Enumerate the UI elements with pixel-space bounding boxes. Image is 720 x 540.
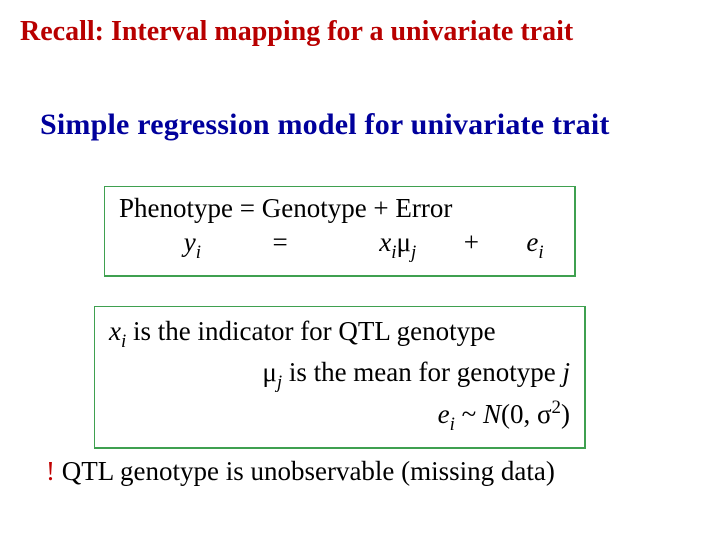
equation-symbols: yi = xiμj + ei	[119, 224, 560, 265]
slide-title: Recall: Interval mapping for a univariat…	[20, 16, 700, 48]
desc-N: N	[483, 399, 501, 429]
slide: Recall: Interval mapping for a univariat…	[0, 0, 720, 540]
desc-mu: μ	[262, 357, 276, 387]
var-e-sub: i	[538, 242, 543, 263]
desc-sigma-sup: 2	[552, 397, 561, 418]
description-box: xi is the indicator for QTL genotype μj …	[94, 306, 586, 449]
var-mu: μ	[396, 227, 410, 257]
plus-sign: +	[464, 227, 479, 257]
equals-sign: =	[272, 227, 287, 257]
footnote-text: QTL genotype is unobservable (missing da…	[55, 456, 555, 486]
var-x: x	[379, 227, 391, 257]
var-x-sub: i	[391, 242, 396, 263]
var-y-sub: i	[196, 242, 201, 263]
desc-mu-sub: j	[277, 372, 282, 393]
desc-line-2: μj is the mean for genotype j	[109, 354, 570, 395]
desc-x-sub: i	[121, 331, 126, 352]
var-mu-sub: j	[411, 242, 416, 263]
desc-j: j	[562, 357, 570, 387]
desc-x: x	[109, 316, 121, 346]
desc-mu-text: is the mean for genotype	[282, 357, 562, 387]
desc-e: e	[438, 399, 450, 429]
slide-subtitle: Simple regression model for univariate t…	[40, 108, 610, 142]
var-e: e	[526, 227, 538, 257]
desc-x-text: is the indicator for QTL genotype	[126, 316, 495, 346]
footnote: ! QTL genotype is unobservable (missing …	[46, 456, 555, 487]
desc-line-1: xi is the indicator for QTL genotype	[109, 313, 570, 354]
equation-words: Phenotype = Genotype + Error	[119, 193, 560, 224]
desc-line-3: ei ~ N(0, σ2)	[109, 395, 570, 437]
desc-close: )	[561, 399, 570, 429]
equation-box: Phenotype = Genotype + Error yi = xiμj +…	[104, 186, 576, 277]
desc-sigma: σ	[537, 399, 552, 429]
exclaim-icon: !	[46, 456, 55, 486]
desc-e-sub: i	[450, 414, 455, 435]
var-y: y	[184, 227, 196, 257]
desc-open: (0,	[501, 399, 537, 429]
desc-tilde: ~	[455, 399, 483, 429]
